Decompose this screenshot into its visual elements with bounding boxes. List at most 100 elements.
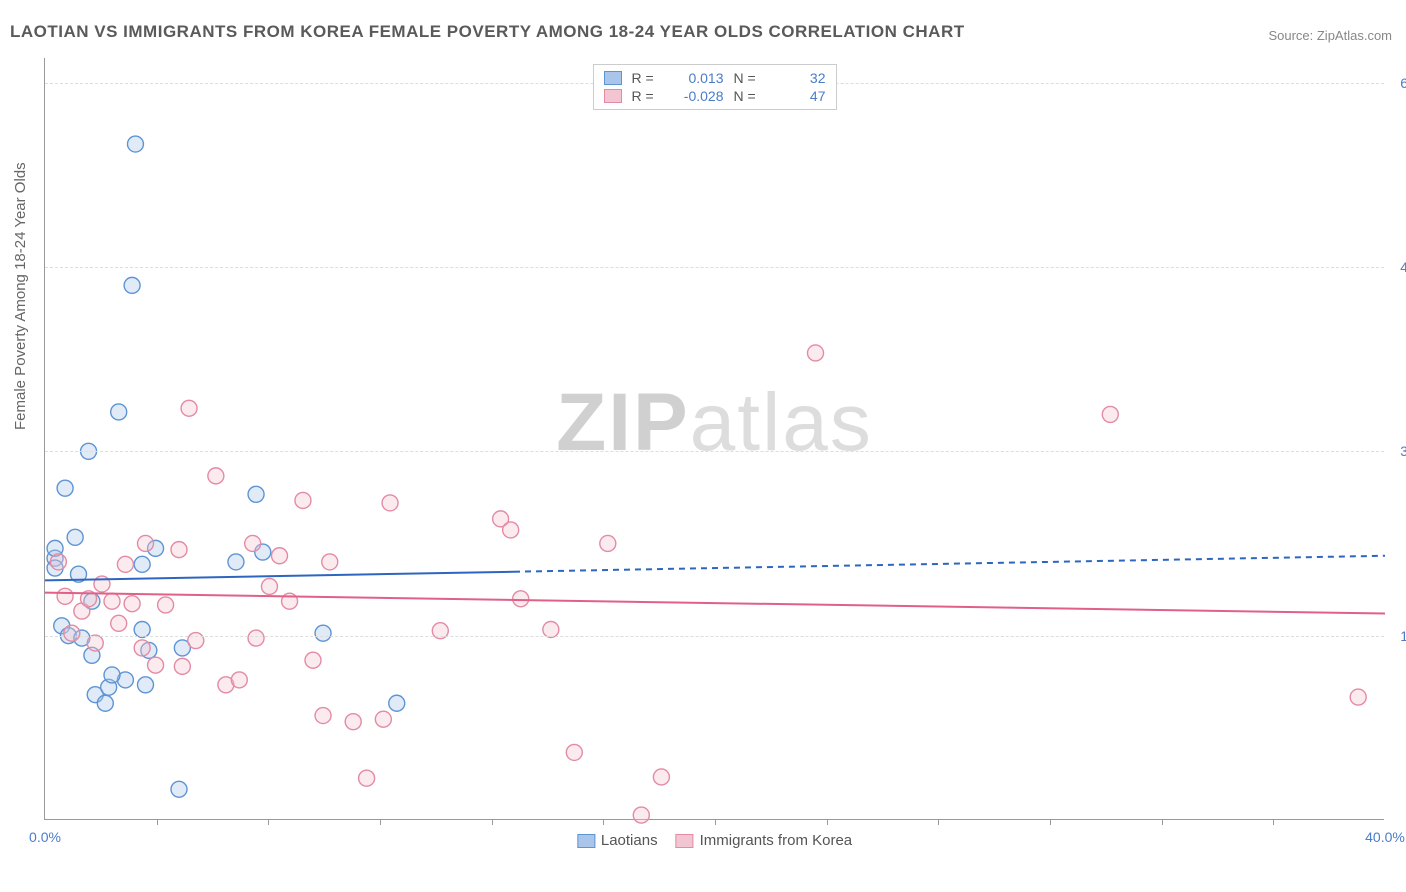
r-label: R =: [632, 70, 660, 86]
data-point: [104, 593, 120, 609]
data-point: [248, 630, 264, 646]
data-point: [97, 695, 113, 711]
data-point: [111, 404, 127, 420]
data-point: [600, 535, 616, 551]
y-tick-label: 30.0%: [1400, 443, 1406, 459]
data-point: [1350, 689, 1366, 705]
legend-row-series-b: R = -0.028 N = 47: [604, 87, 826, 105]
data-point: [127, 136, 143, 152]
r-label: R =: [632, 88, 660, 104]
swatch-series-a: [604, 71, 622, 85]
data-point: [322, 554, 338, 570]
data-point: [208, 468, 224, 484]
data-point: [653, 769, 669, 785]
swatch-series-b: [604, 89, 622, 103]
legend-label-b: Immigrants from Korea: [700, 832, 853, 849]
legend-label-a: Laotians: [601, 832, 658, 849]
data-point: [808, 345, 824, 361]
data-point: [503, 522, 519, 538]
r-value-a: 0.013: [670, 70, 724, 86]
gridline: [45, 267, 1384, 268]
chart-container: LAOTIAN VS IMMIGRANTS FROM KOREA FEMALE …: [0, 0, 1406, 892]
x-tick-mark: [1162, 819, 1163, 825]
data-point: [633, 807, 649, 823]
x-tick-mark: [492, 819, 493, 825]
data-point: [171, 781, 187, 797]
data-point: [513, 591, 529, 607]
data-point: [305, 652, 321, 668]
trend-line-solid: [45, 593, 1385, 614]
x-tick-mark: [1050, 819, 1051, 825]
data-point: [315, 625, 331, 641]
x-tick-mark: [1273, 819, 1274, 825]
data-point: [134, 556, 150, 572]
series-legend: Laotians Immigrants from Korea: [577, 832, 852, 849]
data-point: [245, 535, 261, 551]
y-axis-label: Female Poverty Among 18-24 Year Olds: [12, 162, 29, 430]
legend-item-a: Laotians: [577, 832, 658, 849]
n-value-b: 47: [772, 88, 826, 104]
data-point: [67, 529, 83, 545]
legend-item-b: Immigrants from Korea: [676, 832, 853, 849]
r-value-b: -0.028: [670, 88, 724, 104]
data-point: [248, 486, 264, 502]
data-point: [148, 657, 164, 673]
trend-line-solid: [45, 572, 514, 581]
data-point: [111, 615, 127, 631]
data-point: [181, 400, 197, 416]
y-tick-label: 45.0%: [1400, 259, 1406, 275]
data-point: [1102, 406, 1118, 422]
swatch-series-a: [577, 834, 595, 848]
data-point: [104, 667, 120, 683]
data-point: [124, 596, 140, 612]
data-point: [50, 554, 66, 570]
source-attribution: Source: ZipAtlas.com: [1268, 28, 1392, 43]
gridline: [45, 636, 1384, 637]
x-tick-mark: [380, 819, 381, 825]
x-tick-mark: [827, 819, 828, 825]
data-point: [134, 640, 150, 656]
x-tick-mark: [938, 819, 939, 825]
chart-title: LAOTIAN VS IMMIGRANTS FROM KOREA FEMALE …: [10, 22, 965, 42]
x-tick-mark: [268, 819, 269, 825]
plot-area: ZIPatlas R = 0.013 N = 32 R = -0.028 N =…: [44, 58, 1384, 820]
data-point: [272, 548, 288, 564]
x-tick-mark: [157, 819, 158, 825]
y-tick-label: 15.0%: [1400, 628, 1406, 644]
data-point: [138, 677, 154, 693]
data-point: [231, 672, 247, 688]
y-tick-label: 60.0%: [1400, 75, 1406, 91]
correlation-legend: R = 0.013 N = 32 R = -0.028 N = 47: [593, 64, 837, 110]
data-point: [228, 554, 244, 570]
data-point: [295, 492, 311, 508]
data-point: [57, 480, 73, 496]
data-point: [138, 535, 154, 551]
data-point: [375, 711, 391, 727]
legend-row-series-a: R = 0.013 N = 32: [604, 69, 826, 87]
data-point: [117, 556, 133, 572]
data-point: [261, 578, 277, 594]
trend-line-dashed: [514, 556, 1385, 572]
swatch-series-b: [676, 834, 694, 848]
x-tick-mark: [715, 819, 716, 825]
data-point: [389, 695, 405, 711]
data-point: [359, 770, 375, 786]
data-point: [566, 744, 582, 760]
chart-svg-layer: [45, 58, 1384, 819]
data-point: [57, 588, 73, 604]
n-label: N =: [734, 88, 762, 104]
data-point: [158, 597, 174, 613]
data-point: [315, 708, 331, 724]
n-value-a: 32: [772, 70, 826, 86]
data-point: [87, 635, 103, 651]
data-point: [64, 625, 80, 641]
data-point: [174, 658, 190, 674]
x-tick-mark: [603, 819, 604, 825]
data-point: [382, 495, 398, 511]
data-point: [124, 277, 140, 293]
data-point: [345, 714, 361, 730]
x-tick-label: 0.0%: [29, 829, 61, 845]
data-point: [171, 542, 187, 558]
gridline: [45, 451, 1384, 452]
n-label: N =: [734, 70, 762, 86]
